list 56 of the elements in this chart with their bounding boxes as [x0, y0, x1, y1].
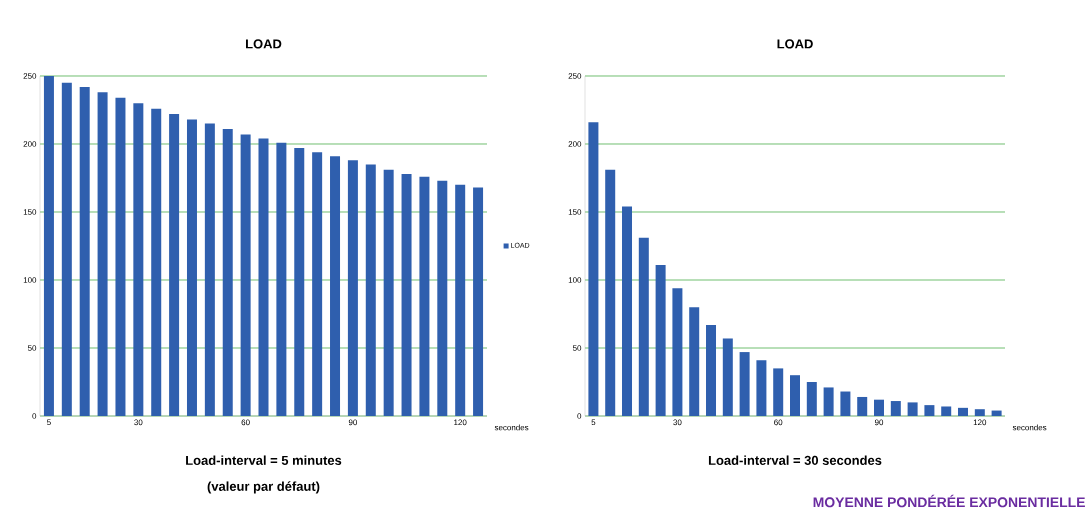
bar [365, 164, 376, 416]
bar [169, 114, 180, 416]
bar [689, 307, 700, 416]
bar [672, 288, 683, 416]
bar [61, 82, 72, 416]
bar [133, 103, 144, 416]
bar [638, 237, 649, 416]
bar [588, 122, 599, 416]
bar [722, 338, 733, 416]
bar [958, 407, 969, 416]
bar [706, 324, 717, 416]
bar [455, 184, 466, 416]
bar [974, 409, 985, 416]
bar [473, 187, 484, 416]
bar [401, 173, 412, 416]
bar [806, 382, 817, 416]
text: Load-interval = 5 minutes [186, 455, 342, 465]
bar [258, 138, 269, 416]
text: MOYENNE PONDÉRÉE EXPONENTIELLE [813, 494, 1085, 508]
chart-title: LOAD [777, 39, 813, 49]
bar [655, 265, 666, 416]
text: Load-interval = 30 secondes [708, 455, 882, 465]
bar [823, 387, 834, 416]
bar [756, 360, 767, 416]
bar [204, 123, 215, 416]
bar [840, 391, 851, 416]
bar [773, 368, 784, 416]
bar [605, 169, 616, 416]
bar [941, 406, 952, 416]
bar [437, 180, 448, 416]
bar [222, 129, 233, 416]
bar [312, 152, 323, 416]
bar [151, 108, 162, 416]
bar [115, 97, 126, 416]
bar [924, 405, 935, 416]
bar [890, 401, 901, 416]
bar [790, 375, 801, 416]
bar [240, 134, 251, 416]
bar [276, 142, 287, 416]
bar [79, 86, 90, 416]
bar [991, 410, 1002, 416]
bar [739, 352, 750, 416]
bar [874, 399, 885, 416]
bar [294, 148, 305, 416]
bar [622, 206, 633, 416]
text: (valeur par défaut) [207, 481, 320, 494]
bar [857, 396, 868, 416]
bar [383, 169, 394, 416]
bar [330, 156, 341, 416]
bar [907, 402, 918, 416]
chart-title: LOAD [246, 39, 282, 49]
bar [43, 76, 54, 416]
bar [419, 176, 430, 416]
bar [347, 160, 358, 416]
bar [97, 92, 108, 416]
bar [186, 119, 197, 416]
